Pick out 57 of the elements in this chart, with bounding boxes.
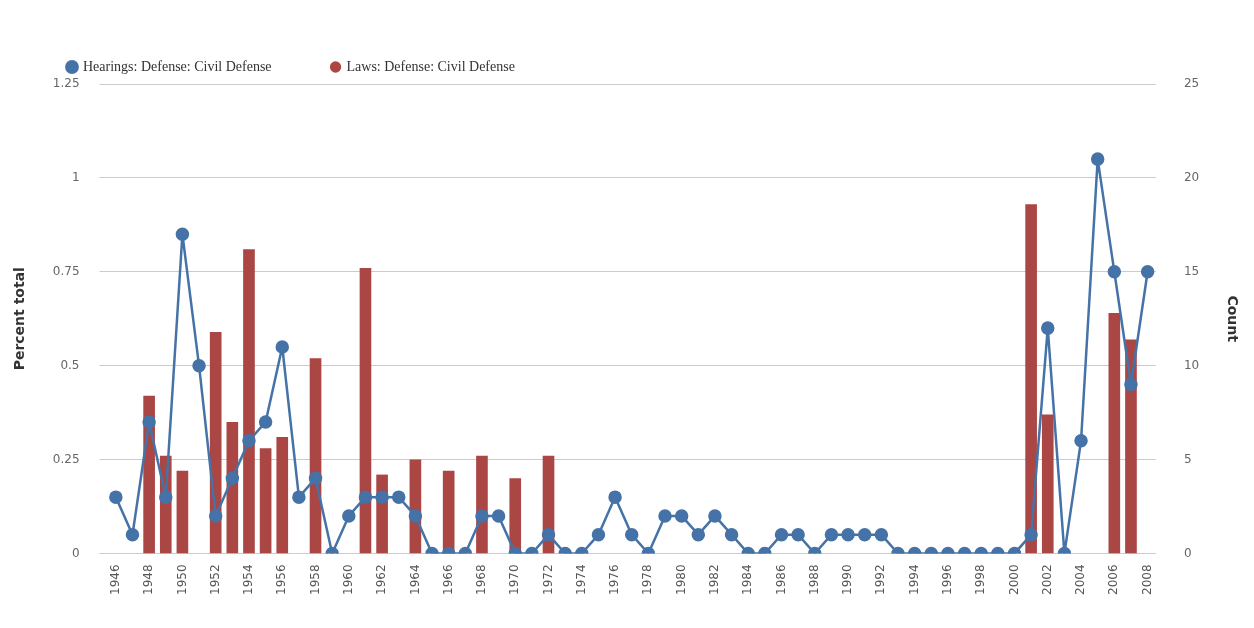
- y-tick-label: 0.75: [52, 263, 80, 278]
- y-tick-label: 0.25: [52, 451, 80, 466]
- y-tick-label: 0.5: [60, 357, 80, 372]
- bar: [1108, 313, 1121, 554]
- x-tick-label: 2004: [1073, 564, 1088, 596]
- x-tick-label: 1988: [806, 564, 821, 596]
- bar: [243, 249, 255, 554]
- x-tick-label: 1980: [673, 564, 688, 596]
- x-tick-label: 1998: [973, 564, 988, 596]
- x-tick-label: 1966: [440, 564, 455, 596]
- y-tick-label: 0: [71, 545, 80, 560]
- x-tick-label: 2002: [1039, 564, 1054, 596]
- x-tick-label: 1946: [107, 564, 122, 596]
- x-tick-label: 1960: [340, 564, 355, 596]
- y-axis-title: Percent total: [11, 267, 28, 371]
- x-tick-label: 1992: [873, 564, 888, 596]
- x-tick-label: 1982: [707, 564, 722, 596]
- x-tick-label: 2006: [1106, 564, 1121, 596]
- x-tick-label: 1994: [906, 564, 921, 596]
- x-tick-label: 2000: [1006, 564, 1021, 596]
- x-tick-label: 1954: [241, 564, 256, 596]
- y2-tick-label: 15: [1183, 263, 1200, 278]
- bar: [209, 331, 222, 554]
- bar: [259, 448, 272, 554]
- x-tick-label: 1956: [274, 564, 289, 596]
- y2-tick-label: 5: [1183, 451, 1192, 466]
- x-tick-label: 1950: [174, 564, 189, 596]
- legend-label: Hearings: Defense: Civil Defense: [83, 58, 272, 74]
- x-tick-label: 1968: [474, 564, 489, 596]
- y2-tick-label: 10: [1183, 357, 1200, 372]
- y2-tick-label: 25: [1183, 76, 1200, 91]
- y2-axis-title: Count: [1224, 295, 1241, 343]
- bar: [276, 437, 289, 554]
- y-tick-label: 1: [71, 170, 80, 185]
- x-tick-label: 1990: [840, 564, 855, 596]
- x-tick-label: 1952: [207, 564, 222, 596]
- x-tick-label: 1976: [607, 564, 622, 596]
- x-tick-label: 1984: [740, 564, 755, 596]
- x-tick-label: 1962: [374, 564, 389, 596]
- legend-label: Laws: Defense: Civil Defense: [346, 58, 515, 74]
- x-tick-label: 1948: [141, 564, 156, 596]
- x-tick-label: 1964: [407, 564, 422, 596]
- bar: [176, 470, 189, 554]
- x-tick-label: 1970: [507, 564, 522, 596]
- x-tick-label: 1978: [640, 564, 655, 596]
- x-tick-label: 1996: [940, 564, 955, 596]
- x-tick-label: 2008: [1139, 564, 1154, 596]
- y-tick-label: 1.25: [52, 76, 80, 91]
- bar: [359, 268, 372, 554]
- bar: [1041, 414, 1054, 554]
- bar: [1025, 204, 1037, 554]
- y2-tick-label: 20: [1183, 170, 1200, 185]
- x-tick-label: 1972: [540, 564, 555, 596]
- x-tick-label: 1958: [307, 564, 322, 596]
- x-tick-label: 1974: [573, 564, 588, 596]
- y2-tick-label: 0: [1183, 545, 1192, 560]
- x-tick-label: 1986: [773, 564, 788, 596]
